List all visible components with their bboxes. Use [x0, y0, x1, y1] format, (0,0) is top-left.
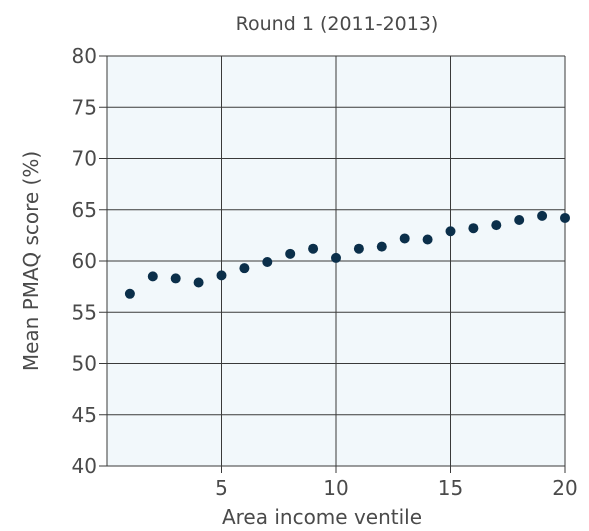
data-point — [239, 263, 250, 274]
data-point — [308, 243, 319, 254]
data-points — [124, 210, 570, 299]
data-point — [262, 257, 273, 268]
data-point — [399, 233, 410, 244]
data-point — [285, 248, 296, 259]
data-point — [491, 220, 502, 231]
y-tick-label: 55 — [72, 300, 97, 324]
data-point — [468, 223, 479, 234]
x-tick-label: 15 — [438, 476, 463, 500]
data-point — [193, 277, 204, 288]
data-point — [353, 243, 364, 254]
data-point — [216, 270, 227, 281]
chart-title: Round 1 (2011-2013) — [236, 13, 439, 35]
y-axis-label: Mean PMAQ score (%) — [19, 151, 43, 371]
y-tick-label: 50 — [72, 352, 97, 376]
y-tick-labels: 40 45 50 55 60 65 70 75 80 — [72, 44, 97, 478]
data-point — [560, 212, 570, 223]
y-tick-label: 45 — [72, 403, 97, 427]
axes — [99, 55, 566, 473]
data-point — [170, 273, 181, 284]
x-axis-label: Area income ventile — [222, 505, 422, 529]
y-tick-label: 75 — [72, 95, 97, 119]
x-tick-label: 5 — [215, 476, 228, 500]
data-point — [514, 215, 525, 225]
y-tick-label: 60 — [72, 249, 97, 273]
x-tick-label: 10 — [323, 476, 348, 500]
data-point — [331, 252, 341, 263]
data-point — [376, 241, 387, 252]
y-tick-label: 65 — [72, 198, 97, 222]
data-point — [537, 210, 548, 221]
x-tick-labels: 5 10 15 20 — [215, 476, 578, 500]
y-tick-label: 70 — [72, 147, 97, 171]
x-tick-label: 20 — [552, 476, 577, 500]
data-point — [422, 234, 433, 245]
data-point — [445, 226, 456, 237]
data-point — [124, 288, 135, 299]
data-point — [147, 271, 158, 282]
y-tick-label: 80 — [72, 44, 97, 68]
y-tick-label: 40 — [72, 454, 97, 478]
